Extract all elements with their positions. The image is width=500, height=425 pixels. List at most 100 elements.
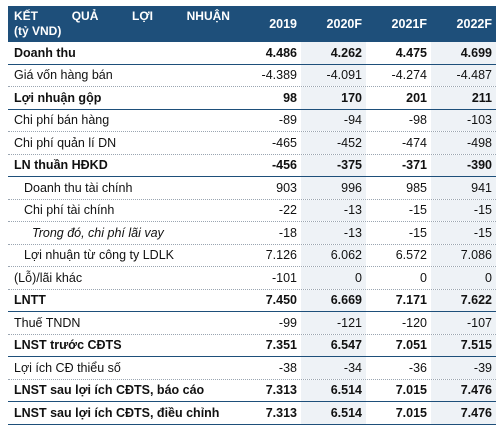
row-value: -13 xyxy=(301,222,366,244)
row-value: 211 xyxy=(431,87,496,109)
row-value: 7.015 xyxy=(395,405,427,420)
row-value: -103 xyxy=(431,109,496,131)
table-row: Lợi ích CĐ thiểu số -38 -34 -36 -39 xyxy=(8,357,496,380)
table-row: Lợi nhuận từ công ty LDLK 7.126 6.062 6.572… xyxy=(8,244,496,267)
row-value: -4.274 xyxy=(391,68,427,83)
row-value: -371 xyxy=(401,158,427,173)
row-value: 7.171 xyxy=(395,293,427,308)
row-value: 170 xyxy=(301,87,366,109)
row-value: 6.669 xyxy=(301,289,366,311)
row-label: Doanh thu tài chính xyxy=(24,180,133,195)
row-value: -38 xyxy=(278,360,297,375)
row-value: 0 xyxy=(431,267,496,289)
row-value: -120 xyxy=(401,315,427,330)
row-value: 4.486 xyxy=(265,45,297,60)
row-value: 6.062 xyxy=(301,244,366,266)
row-label: Thuế TNDN xyxy=(14,315,81,330)
row-value: 4.262 xyxy=(301,42,366,64)
row-value: 6.514 xyxy=(301,402,366,424)
row-label: LNTT xyxy=(14,293,46,308)
header-word: KẾT xyxy=(14,9,38,23)
row-value: -13 xyxy=(301,199,366,221)
row-label: LN thuần HĐKD xyxy=(14,158,108,173)
row-value: 6.572 xyxy=(395,248,427,263)
row-value: 6.514 xyxy=(301,379,366,401)
row-value: 7.313 xyxy=(265,383,297,398)
table-row: Doanh thu tài chính 903 996 985 941 xyxy=(8,177,496,200)
table-row: (Lỗ)/lãi khác -101 0 0 0 xyxy=(8,267,496,290)
row-value: -15 xyxy=(431,222,496,244)
row-value: -452 xyxy=(301,132,366,154)
row-value: 7.126 xyxy=(265,248,297,263)
row-label: LNST sau lợi ích CĐTS, báo cáo xyxy=(14,383,205,398)
row-value: -121 xyxy=(301,312,366,334)
row-value: -390 xyxy=(431,154,496,176)
row-label: Doanh thu xyxy=(14,45,76,60)
row-value: 7.313 xyxy=(265,405,297,420)
row-value: -98 xyxy=(408,113,427,128)
row-value: -474 xyxy=(401,135,427,150)
row-label: Chi phí bán hàng xyxy=(14,113,110,128)
table-row: LNTT 7.450 6.669 7.171 7.622 xyxy=(8,289,496,312)
row-value: -456 xyxy=(271,158,297,173)
row-value: -99 xyxy=(278,315,297,330)
header-word: LỢI xyxy=(132,9,153,23)
row-label: Chi phí quản lí DN xyxy=(14,135,117,150)
row-value: -4.389 xyxy=(261,68,297,83)
year-2019: 2019 xyxy=(269,17,297,31)
header-unit: (tỷ VND) xyxy=(14,24,62,38)
table-row: LNST sau lợi ích CĐTS, điều chỉnh 7.313 6.… xyxy=(8,402,496,425)
table-row: LNST sau lợi ích CĐTS, báo cáo 7.313 6.514… xyxy=(8,379,496,402)
income-table: KẾT QUẢ LỢI NHUẬN (tỷ VND) 2019 2020F 20… xyxy=(8,6,496,425)
row-value: -94 xyxy=(301,109,366,131)
row-value: 7.351 xyxy=(265,338,297,353)
header-word: QUẢ xyxy=(71,9,99,23)
table-row: Giá vốn hàng bán -4.389 -4.091 -4.274 -4.487 xyxy=(8,64,496,87)
row-value: 4.699 xyxy=(431,42,496,64)
row-label: Giá vốn hàng bán xyxy=(14,68,113,83)
row-label: (Lỗ)/lãi khác xyxy=(14,270,83,285)
year-2022f: 2022F xyxy=(456,17,492,31)
row-value: 7.476 xyxy=(431,379,496,401)
table-row: Chi phí bán hàng -89 -94 -98 -103 xyxy=(8,109,496,132)
table-row: Trong đó, chi phí lãi vay -18 -13 -15 -15 xyxy=(8,222,496,245)
row-value: 201 xyxy=(406,90,427,105)
year-2020f: 2020F xyxy=(326,17,362,31)
row-value: -39 xyxy=(431,357,496,379)
table-body: Doanh thu 4.486 4.262 4.475 4.699 Giá vốn hàn… xyxy=(8,42,496,425)
row-value: -89 xyxy=(278,113,297,128)
row-value: -465 xyxy=(271,135,297,150)
row-label: Lợi ích CĐ thiểu số xyxy=(14,360,121,375)
row-label: Lợi nhuận từ công ty LDLK xyxy=(24,248,174,263)
table-row: Chi phí quản lí DN -465 -452 -474 -498 xyxy=(8,132,496,155)
row-value: 0 xyxy=(420,270,427,285)
row-label: Chi phí tài chính xyxy=(24,203,115,218)
row-value: -34 xyxy=(301,357,366,379)
table-row: Thuế TNDN -99 -121 -120 -107 xyxy=(8,312,496,335)
row-value: -36 xyxy=(408,360,427,375)
header-word: NHUẬN xyxy=(186,9,230,23)
row-value: 98 xyxy=(283,90,297,105)
row-value: 7.450 xyxy=(265,293,297,308)
row-value: -375 xyxy=(301,154,366,176)
row-value: 903 xyxy=(276,180,297,195)
table-row: Doanh thu 4.486 4.262 4.475 4.699 xyxy=(8,42,496,65)
row-value: -4.091 xyxy=(301,64,366,86)
row-value: 7.086 xyxy=(431,244,496,266)
row-label: Trong đó, chi phí lãi vay xyxy=(32,225,164,240)
row-label: LNST sau lợi ích CĐTS, điều chỉnh xyxy=(14,405,220,420)
year-2021f: 2021F xyxy=(391,17,427,31)
table-row: Lợi nhuận gộp 98 170 201 211 xyxy=(8,87,496,110)
row-value: -15 xyxy=(408,203,427,218)
row-value: -101 xyxy=(271,270,297,285)
row-value: -15 xyxy=(408,225,427,240)
table-row: LN thuần HĐKD -456 -375 -371 -390 xyxy=(8,154,496,177)
row-value: 941 xyxy=(431,177,496,199)
header-label: KẾT QUẢ LỢI NHUẬN (tỷ VND) xyxy=(8,6,236,42)
row-value: 7.051 xyxy=(395,338,427,353)
row-value: 6.547 xyxy=(301,334,366,356)
table-row: Chi phí tài chính -22 -13 -15 -15 xyxy=(8,199,496,222)
row-value: 4.475 xyxy=(395,45,427,60)
row-label: Lợi nhuận gộp xyxy=(14,90,102,105)
row-value: -22 xyxy=(278,203,297,218)
